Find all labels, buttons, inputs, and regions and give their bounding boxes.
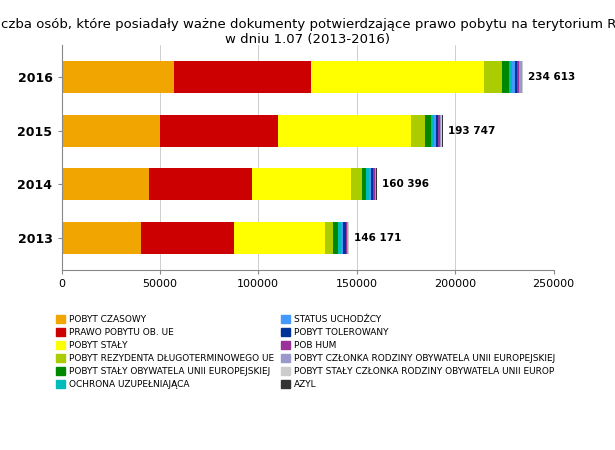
Bar xyxy=(62,168,149,200)
Bar xyxy=(149,168,252,200)
Bar xyxy=(438,115,440,147)
Bar xyxy=(338,222,341,254)
Bar xyxy=(515,61,517,93)
Bar xyxy=(325,222,333,254)
Bar xyxy=(440,115,442,147)
Bar xyxy=(371,168,373,200)
Bar xyxy=(434,115,437,147)
Legend: POBYT CZASOWY, PRAWO POBYTU OB. UE, POBYT STAŁY, POBYT REZYDENTA DŁUGOTERMINOWEG: POBYT CZASOWY, PRAWO POBYTU OB. UE, POBY… xyxy=(56,315,555,389)
Bar xyxy=(277,115,411,147)
Bar xyxy=(62,61,173,93)
Bar xyxy=(311,61,484,93)
Bar xyxy=(509,61,512,93)
Bar xyxy=(62,115,160,147)
Bar xyxy=(341,222,343,254)
Bar xyxy=(522,61,523,93)
Bar xyxy=(333,222,338,254)
Text: 193 747: 193 747 xyxy=(448,126,495,136)
Bar xyxy=(348,222,349,254)
Bar xyxy=(362,168,367,200)
Bar xyxy=(376,168,377,200)
Text: 146 171: 146 171 xyxy=(354,233,402,243)
Text: 160 396: 160 396 xyxy=(382,179,429,189)
Bar xyxy=(160,115,277,147)
Bar xyxy=(431,115,434,147)
Bar xyxy=(484,61,502,93)
Bar xyxy=(425,115,431,147)
Bar xyxy=(411,115,425,147)
Text: Liczba osób, które posiadały ważne dokumenty potwierdzające prawo pobytu na tery: Liczba osób, które posiadały ważne dokum… xyxy=(0,18,615,46)
Bar xyxy=(367,168,370,200)
Bar xyxy=(442,115,443,147)
Bar xyxy=(173,61,311,93)
Bar xyxy=(512,61,515,93)
Bar xyxy=(517,61,518,93)
Text: 234 613: 234 613 xyxy=(528,72,576,82)
Bar xyxy=(373,168,375,200)
Bar xyxy=(234,222,325,254)
Bar xyxy=(252,168,351,200)
Bar xyxy=(502,61,509,93)
Bar xyxy=(62,222,141,254)
Bar xyxy=(346,222,347,254)
Bar xyxy=(437,115,438,147)
Bar xyxy=(343,222,346,254)
Bar xyxy=(141,222,234,254)
Bar xyxy=(351,168,362,200)
Bar xyxy=(518,61,522,93)
Bar xyxy=(375,168,376,200)
Bar xyxy=(347,222,348,254)
Bar xyxy=(370,168,371,200)
